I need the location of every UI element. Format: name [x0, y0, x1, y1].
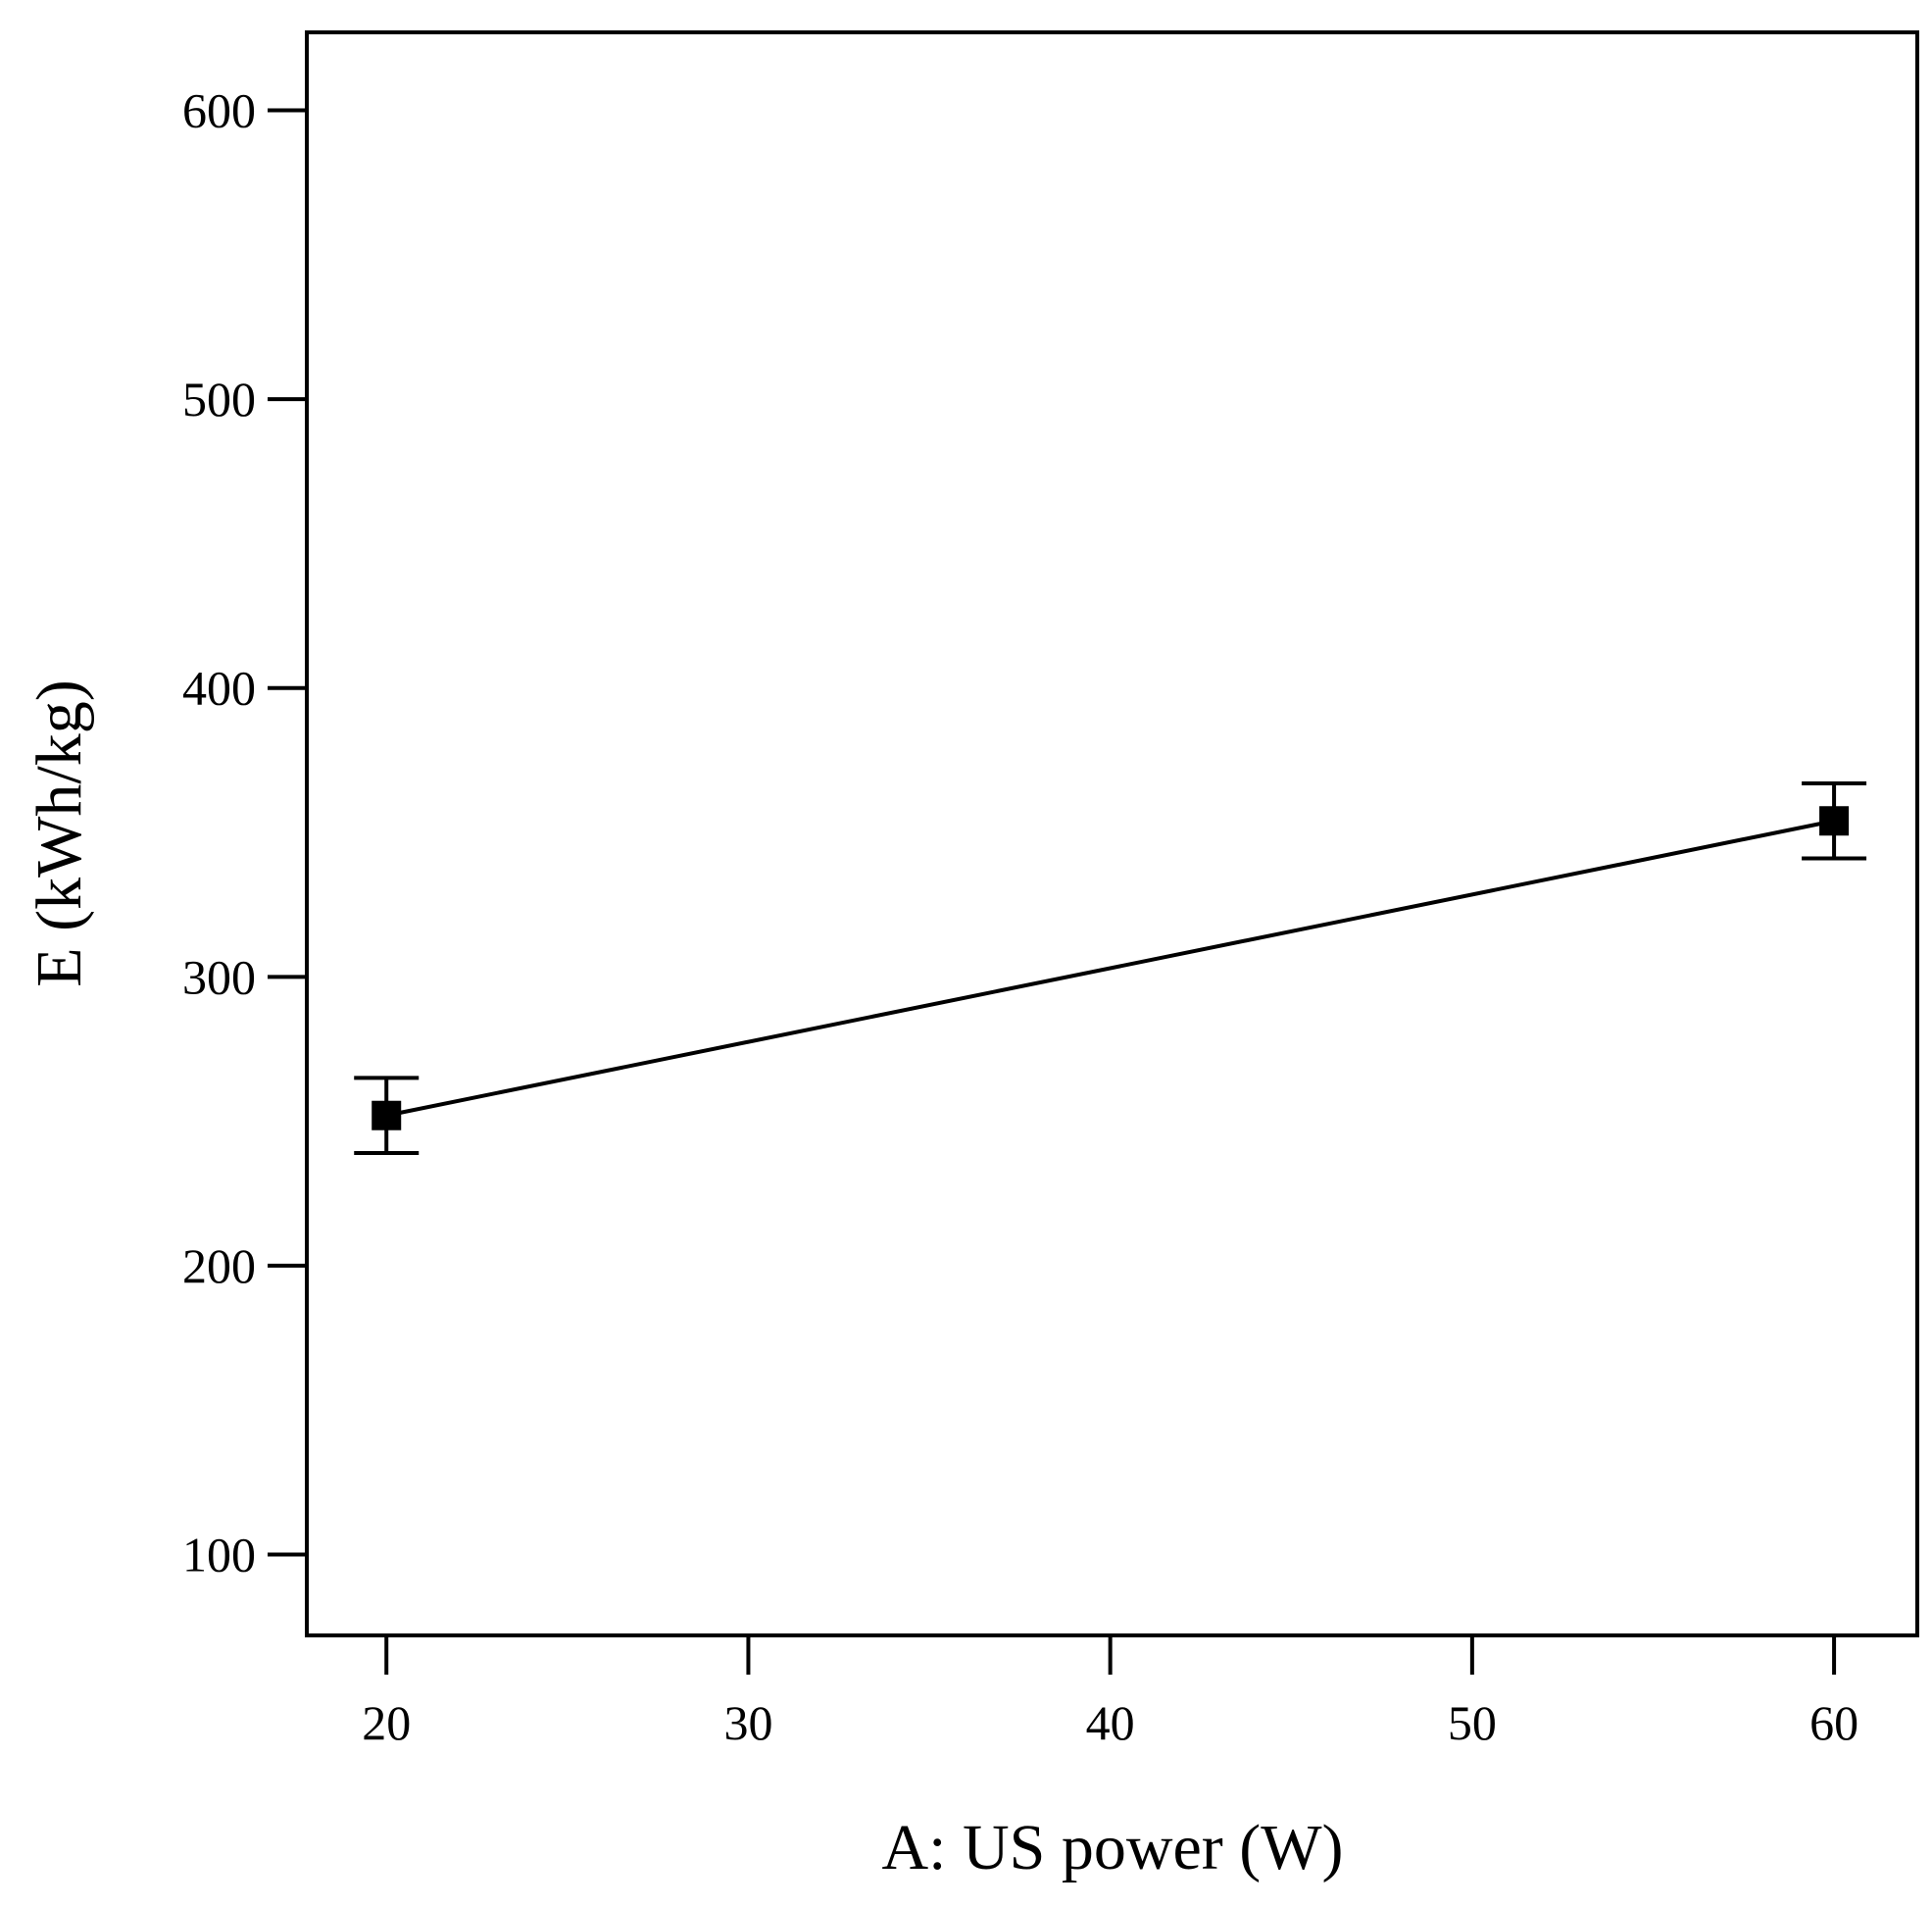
y-tick-label: 400: [182, 661, 256, 716]
y-axis-ticks: 100 200 300 400 500 600: [182, 83, 307, 1582]
x-tick-label: 20: [362, 1695, 411, 1750]
y-tick-label: 300: [182, 949, 256, 1004]
x-tick-label: 40: [1086, 1695, 1135, 1750]
data-point-marker: [372, 1100, 402, 1130]
y-tick-label: 100: [182, 1528, 256, 1582]
x-tick-label: 50: [1448, 1695, 1497, 1750]
data-point-marker: [1819, 806, 1850, 836]
y-tick-label: 200: [182, 1238, 256, 1293]
plot-frame: [305, 30, 1919, 1637]
series-line: [385, 819, 1835, 1118]
x-tick-label: 30: [723, 1695, 772, 1750]
x-axis-title: A: US power (W): [881, 1812, 1343, 1883]
y-tick-label: 500: [182, 372, 256, 427]
y-axis-title: E (kWh/kg): [24, 679, 95, 986]
data-series: [354, 780, 1867, 1156]
y-tick-label: 600: [182, 83, 256, 138]
x-tick-label: 60: [1809, 1695, 1858, 1750]
x-axis-ticks: 20 30 40 50 60: [362, 1635, 1858, 1750]
